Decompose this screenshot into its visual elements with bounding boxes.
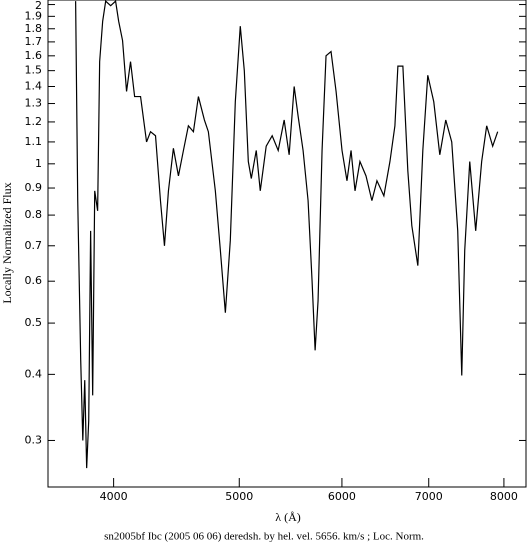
y-tick-label: 1.3 bbox=[25, 97, 43, 110]
x-tick-label: 6000 bbox=[328, 490, 356, 503]
y-tick-label: 0.5 bbox=[25, 316, 43, 329]
y-tick-label: 0.3 bbox=[25, 433, 43, 446]
y-tick-label: 1.8 bbox=[25, 22, 43, 35]
spectrum-line bbox=[75, 0, 499, 469]
y-tick-label: 1 bbox=[35, 157, 42, 170]
y-tick-label: 1.2 bbox=[25, 115, 43, 128]
y-tick-label: 0.8 bbox=[25, 208, 43, 221]
y-axis-label: Locally Normalized Flux bbox=[0, 182, 14, 303]
caption: sn2005bf Ibc (2005 06 06) deredsh. by he… bbox=[104, 531, 424, 543]
y-tick-label: 1.7 bbox=[25, 35, 43, 48]
y-tick-label: 0.7 bbox=[25, 239, 43, 252]
x-axis-label: λ (Å) bbox=[275, 510, 300, 524]
y-tick-label: 1.1 bbox=[25, 135, 43, 148]
y-tick-label: 1.6 bbox=[25, 49, 43, 62]
x-tick-label: 8000 bbox=[490, 490, 518, 503]
y-tick-label: 1.4 bbox=[25, 80, 43, 93]
x-tick-label: 7000 bbox=[415, 490, 443, 503]
plot-frame bbox=[47, 0, 527, 488]
y-tick-label: 1.5 bbox=[25, 64, 43, 77]
y-tick-label: 0.6 bbox=[25, 274, 43, 287]
y-tick-label: 2 bbox=[35, 0, 42, 12]
x-tick-label: 5000 bbox=[225, 490, 253, 503]
x-tick-label: 4000 bbox=[100, 490, 128, 503]
y-tick-label: 0.9 bbox=[25, 181, 43, 194]
y-tick-label: 1.9 bbox=[25, 9, 43, 22]
y-tick-label: 0.4 bbox=[25, 367, 43, 380]
